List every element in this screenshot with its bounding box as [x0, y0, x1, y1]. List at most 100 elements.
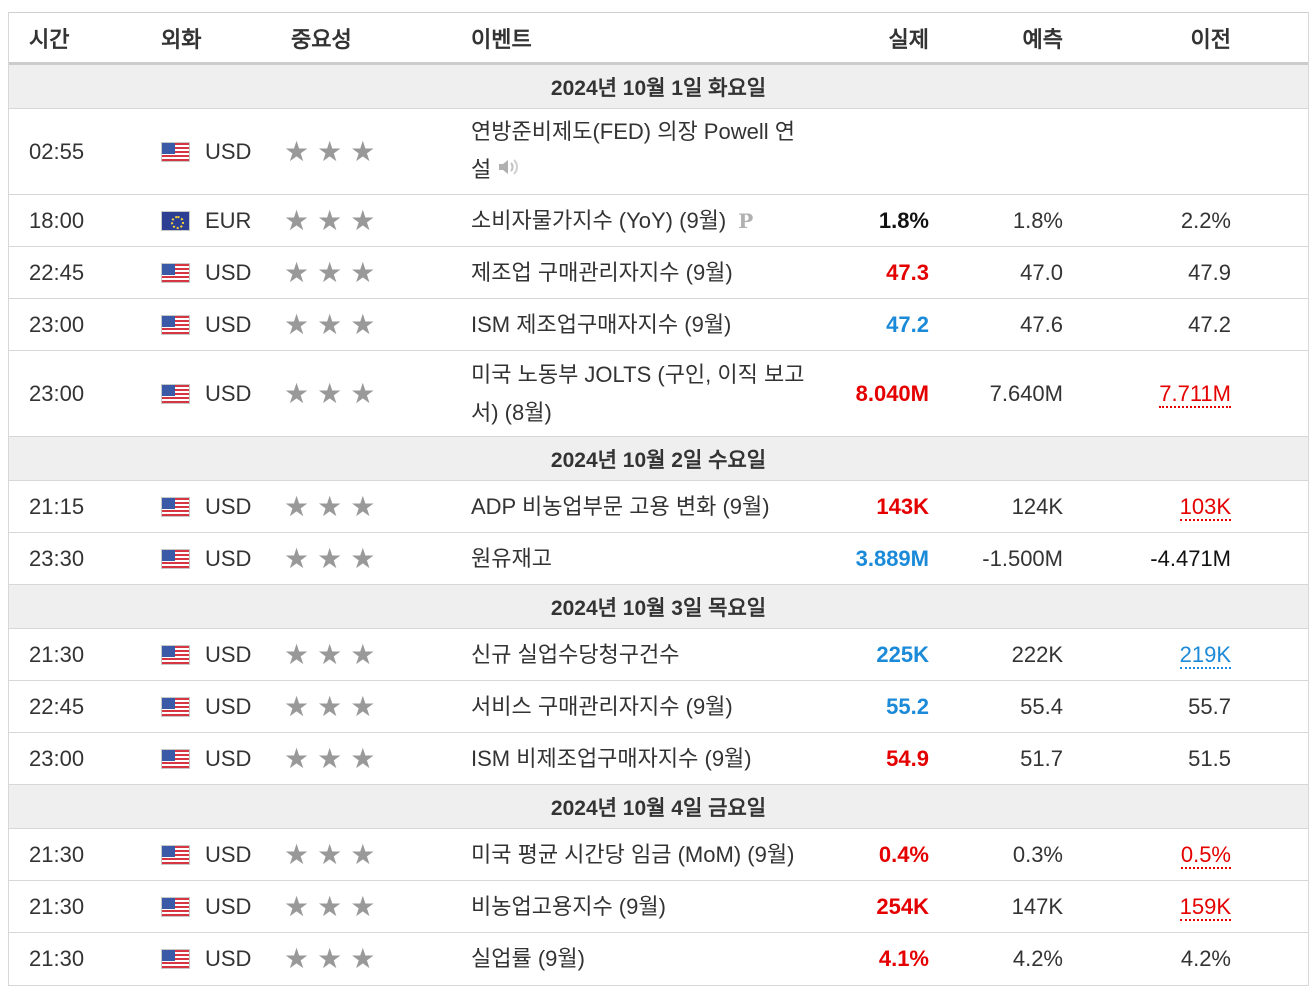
- event-name-line2[interactable]: 서) (8월): [471, 399, 552, 425]
- event-name-text[interactable]: 소비자물가지수 (YoY) (9월): [471, 207, 727, 233]
- table-row[interactable]: 18:00 EUR ★ ★ ★ 소비자물가지수 (YoY) (9월) P 1.8% 1…: [9, 195, 1308, 247]
- header-actual[interactable]: 실제: [888, 26, 929, 52]
- event-time: 21:15: [29, 493, 85, 519]
- previous-value: 55.7: [1188, 693, 1231, 719]
- event-name-line2[interactable]: 설: [471, 156, 492, 182]
- previous-value[interactable]: 7.711M: [1063, 380, 1231, 408]
- header-previous[interactable]: 이전: [1190, 26, 1231, 52]
- importance-stars: ★ ★ ★: [274, 692, 449, 721]
- previous-value[interactable]: 103K: [1063, 493, 1231, 521]
- table-row[interactable]: 23:30 USD ★ ★ ★ 원유재고 3.889M -1.500M -4.471…: [9, 533, 1308, 585]
- revised-previous-value[interactable]: 7.711M: [1159, 380, 1231, 408]
- us-flag-icon: [161, 141, 190, 162]
- star-icon: ★: [284, 943, 310, 974]
- currency-cell: USD: [149, 494, 274, 520]
- currency-cell: USD: [149, 694, 274, 720]
- header-time[interactable]: 시간: [29, 26, 70, 52]
- revised-previous-value[interactable]: 103K: [1179, 493, 1231, 521]
- previous-value: 47.2: [1188, 311, 1231, 337]
- currency-code: USD: [205, 693, 252, 719]
- day-header: 2024년 10월 4일 금요일: [9, 785, 1308, 829]
- star-icon: ★: [317, 742, 343, 774]
- actual-value: 4.1%: [878, 946, 929, 971]
- star-icon: ★: [350, 490, 376, 522]
- event-name[interactable]: 원유재고: [471, 545, 552, 571]
- us-flag-icon: [161, 644, 190, 665]
- event-time: 21:30: [29, 641, 85, 667]
- event-name[interactable]: 실업률 (9월): [471, 946, 585, 971]
- currency-code: EUR: [205, 207, 252, 233]
- event-time: 02:55: [29, 138, 85, 164]
- event-name-line1[interactable]: 연방준비제도(FED) 의장 Powell 연: [471, 118, 795, 144]
- event-time: 22:45: [29, 693, 85, 719]
- header-currency-label: 외화: [161, 26, 202, 52]
- day-header: 2024년 10월 1일 화요일: [9, 65, 1308, 109]
- currency-cell: USD: [149, 842, 274, 868]
- event-name[interactable]: 소비자물가지수 (YoY) (9월) P: [449, 202, 829, 240]
- event-name[interactable]: 비농업고용지수 (9월): [471, 893, 666, 919]
- previous-value[interactable]: 219K: [1063, 641, 1231, 669]
- star-icon: ★: [284, 135, 310, 167]
- table-row[interactable]: 21:30 USD ★ ★ ★ 미국 평균 시간당 임금 (MoM) (9월) 0.…: [9, 829, 1308, 881]
- currency-cell: USD: [149, 312, 274, 338]
- star-icon: ★: [317, 490, 343, 522]
- revised-previous-value[interactable]: 0.5%: [1180, 841, 1231, 869]
- star-icon: ★: [317, 256, 343, 288]
- header-event[interactable]: 이벤트: [471, 26, 532, 52]
- table-row[interactable]: 21:30 USD ★ ★ ★ 실업률 (9월) 4.1% 4.2% 4.2%: [9, 933, 1308, 985]
- previous-value[interactable]: 159K: [1063, 893, 1231, 921]
- table-row[interactable]: 23:00 USD ★ ★ ★ ISM 제조업구매자지수 (9월) 47.2 47.…: [9, 299, 1308, 351]
- table-row[interactable]: 21:15 USD ★ ★ ★ ADP 비농업부문 고용 변화 (9월) 143K …: [9, 481, 1308, 533]
- star-icon: ★: [317, 135, 343, 167]
- event-name[interactable]: ISM 제조업구매자지수 (9월): [471, 311, 732, 337]
- event-name[interactable]: ADP 비농업부문 고용 변화 (9월): [471, 493, 770, 519]
- importance-stars: ★ ★ ★: [274, 638, 449, 670]
- table-row[interactable]: 22:45 USD ★ ★ ★ 제조업 구매관리자지수 (9월) 47.3 47.0…: [9, 247, 1308, 299]
- actual-value: 254K: [876, 893, 929, 919]
- table-row[interactable]: 23:00 USD ★ ★ ★ 미국 노동부 JOLTS (구인, 이직 보고 서) …: [9, 351, 1308, 437]
- importance-stars: ★ ★ ★: [274, 308, 449, 340]
- forecast-value: 0.3%: [1012, 841, 1063, 867]
- revised-previous-value[interactable]: 219K: [1179, 641, 1231, 669]
- event-time: 21:30: [29, 946, 85, 971]
- event-name[interactable]: 서비스 구매관리자지수 (9월): [471, 693, 733, 719]
- event-name-line1[interactable]: 미국 노동부 JOLTS (구인, 이직 보고: [471, 361, 805, 387]
- importance-stars: ★ ★ ★: [274, 490, 449, 522]
- forecast-value: 124K: [1011, 493, 1063, 519]
- revised-previous-value[interactable]: 159K: [1179, 893, 1231, 921]
- star-icon: ★: [284, 542, 310, 574]
- currency-code: USD: [205, 641, 252, 667]
- table-header: 시간 외화 중요성 이벤트 실제 예측 이전: [9, 13, 1308, 65]
- event-name[interactable]: ISM 비제조업구매자지수 (9월): [471, 745, 752, 771]
- currency-code: USD: [205, 311, 252, 337]
- star-icon: ★: [350, 638, 376, 670]
- header-importance[interactable]: 중요성: [274, 22, 449, 54]
- previous-value: 47.9: [1188, 259, 1231, 285]
- star-icon: ★: [350, 308, 376, 340]
- actual-value: 55.2: [886, 693, 929, 719]
- previous-value: 2.2%: [1180, 207, 1231, 233]
- header-forecast[interactable]: 예측: [1022, 26, 1063, 52]
- us-flag-icon: [161, 314, 190, 335]
- star-icon: ★: [317, 308, 343, 340]
- us-flag-icon: [161, 496, 190, 517]
- previous-value[interactable]: 0.5%: [1063, 841, 1231, 869]
- table-row[interactable]: 21:30 USD ★ ★ ★ 신규 실업수당청구건수 225K 222K 219K: [9, 629, 1308, 681]
- header-importance-label: 중요성: [291, 26, 352, 52]
- table-row[interactable]: 22:45 USD ★ ★ ★ 서비스 구매관리자지수 (9월) 55.2 55.4…: [9, 681, 1308, 733]
- header-currency[interactable]: 외화: [149, 22, 274, 54]
- forecast-value: 7.640M: [989, 380, 1063, 406]
- table-row[interactable]: 23:00 USD ★ ★ ★ ISM 비제조업구매자지수 (9월) 54.9 51…: [9, 733, 1308, 785]
- currency-code: USD: [205, 946, 252, 971]
- event-name[interactable]: 미국 평균 시간당 임금 (MoM) (9월): [471, 841, 795, 867]
- event-name[interactable]: 신규 실업수당청구건수: [471, 641, 680, 667]
- previous-value: -4.471M: [1150, 545, 1231, 571]
- table-row[interactable]: 21:30 USD ★ ★ ★ 비농업고용지수 (9월) 254K 147K 159…: [9, 881, 1308, 933]
- star-icon: ★: [284, 890, 310, 922]
- event-name[interactable]: 제조업 구매관리자지수 (9월): [471, 259, 733, 285]
- event-time: 23:00: [29, 380, 85, 406]
- actual-value: 3.889M: [855, 545, 929, 571]
